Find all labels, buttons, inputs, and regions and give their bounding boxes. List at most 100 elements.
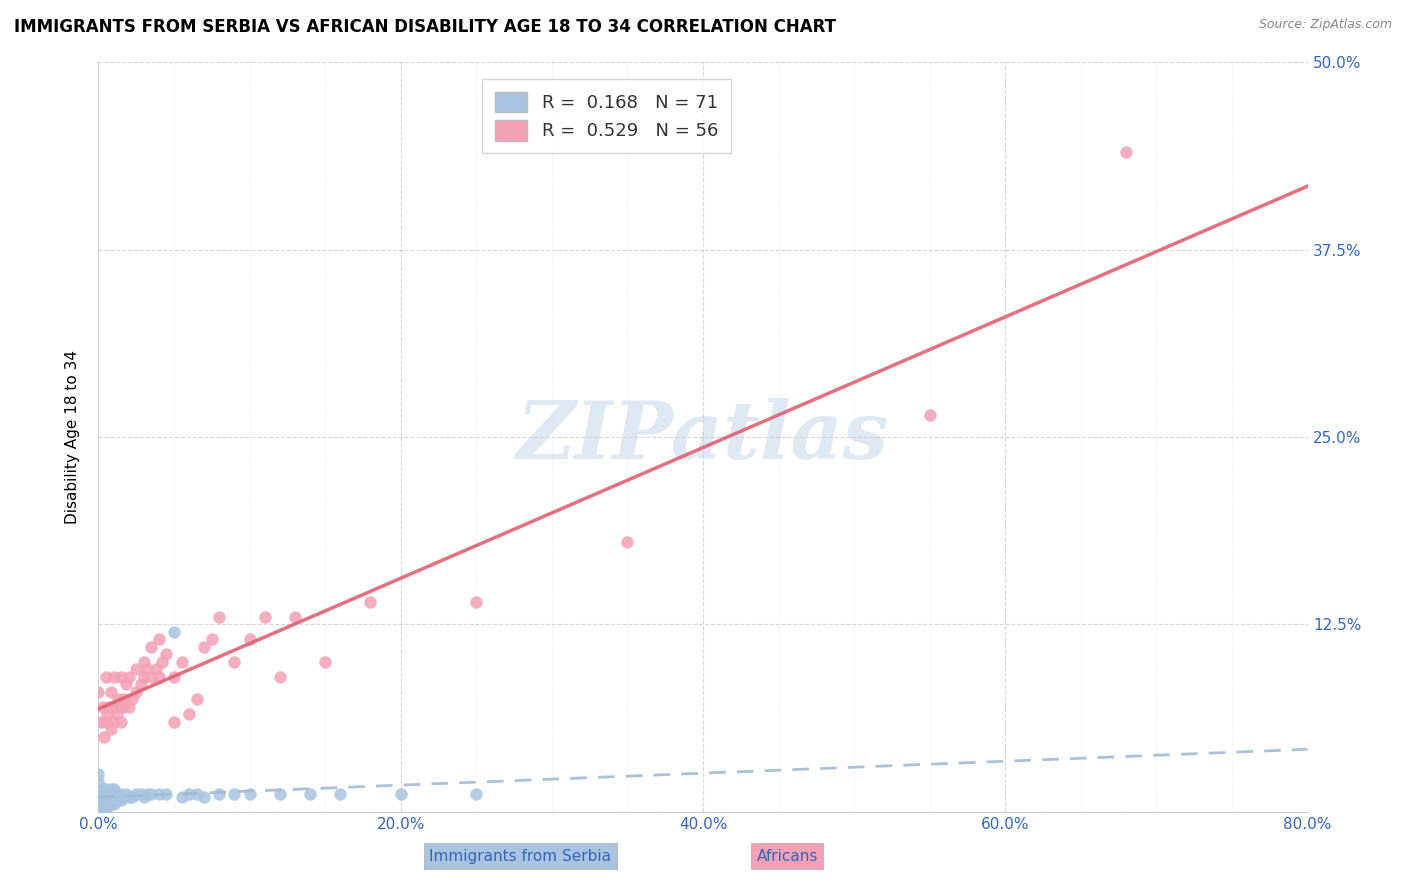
Point bbox=[103, 797, 125, 812]
Point bbox=[201, 632, 224, 647]
Point bbox=[110, 787, 132, 801]
Point bbox=[107, 692, 129, 706]
Point bbox=[103, 714, 125, 729]
Point bbox=[87, 805, 110, 819]
Point bbox=[107, 789, 129, 804]
Point bbox=[186, 692, 208, 706]
Point bbox=[155, 787, 177, 801]
Point bbox=[105, 707, 128, 722]
Text: ZIPatlas: ZIPatlas bbox=[517, 399, 889, 475]
Point bbox=[141, 670, 163, 684]
Point bbox=[101, 787, 124, 801]
Point bbox=[90, 789, 112, 804]
Point bbox=[145, 662, 167, 676]
Point bbox=[125, 662, 148, 676]
Point bbox=[314, 655, 336, 669]
Point bbox=[111, 789, 134, 804]
Point bbox=[100, 793, 122, 807]
Point bbox=[193, 640, 215, 654]
Point bbox=[118, 789, 141, 804]
Point bbox=[121, 692, 143, 706]
Point bbox=[329, 787, 352, 801]
Point bbox=[129, 677, 152, 691]
Point bbox=[148, 670, 170, 684]
Point bbox=[170, 655, 193, 669]
Point bbox=[465, 595, 488, 609]
Point bbox=[87, 774, 110, 789]
Point bbox=[148, 632, 170, 647]
Point bbox=[170, 789, 193, 804]
Point bbox=[918, 408, 941, 422]
Point bbox=[118, 699, 141, 714]
Point bbox=[1115, 145, 1137, 160]
Point bbox=[90, 797, 112, 812]
Point bbox=[132, 670, 155, 684]
Point bbox=[87, 685, 110, 699]
Point bbox=[148, 787, 170, 801]
Point bbox=[616, 535, 638, 549]
Point bbox=[118, 670, 141, 684]
Point bbox=[208, 610, 231, 624]
Point bbox=[179, 787, 201, 801]
Point bbox=[208, 787, 231, 801]
Point bbox=[163, 670, 186, 684]
Point bbox=[112, 789, 135, 804]
Point bbox=[94, 782, 117, 797]
Point bbox=[465, 787, 488, 801]
Point bbox=[100, 797, 122, 812]
Point bbox=[132, 655, 155, 669]
Point bbox=[269, 787, 291, 801]
Point bbox=[94, 714, 117, 729]
Point bbox=[98, 789, 121, 804]
Point bbox=[94, 793, 117, 807]
Point bbox=[224, 655, 246, 669]
Legend: R =  0.168   N = 71, R =  0.529   N = 56: R = 0.168 N = 71, R = 0.529 N = 56 bbox=[482, 79, 731, 153]
Point bbox=[103, 782, 125, 797]
Point bbox=[87, 797, 110, 812]
Point bbox=[141, 640, 163, 654]
Point bbox=[111, 699, 134, 714]
Point bbox=[94, 670, 117, 684]
Point bbox=[87, 805, 110, 819]
Point bbox=[112, 692, 135, 706]
Point bbox=[110, 793, 132, 807]
Point bbox=[135, 662, 157, 676]
Point bbox=[96, 707, 118, 722]
Point bbox=[239, 632, 262, 647]
Point bbox=[103, 670, 125, 684]
Point bbox=[108, 789, 131, 804]
Point bbox=[105, 793, 128, 807]
Point bbox=[103, 789, 125, 804]
Point bbox=[90, 805, 112, 819]
Y-axis label: Disability Age 18 to 34: Disability Age 18 to 34 bbox=[65, 350, 80, 524]
Point bbox=[193, 789, 215, 804]
Point bbox=[269, 670, 291, 684]
Point bbox=[389, 787, 412, 801]
Point bbox=[253, 610, 276, 624]
Point bbox=[141, 787, 163, 801]
Point bbox=[91, 793, 114, 807]
Point bbox=[155, 648, 177, 662]
Point bbox=[90, 793, 112, 807]
Point bbox=[91, 797, 114, 812]
Point bbox=[108, 699, 131, 714]
Point bbox=[135, 787, 157, 801]
Point bbox=[299, 787, 322, 801]
Text: Immigrants from Serbia: Immigrants from Serbia bbox=[429, 849, 612, 863]
Point bbox=[94, 789, 117, 804]
Point bbox=[110, 714, 132, 729]
Point bbox=[360, 595, 382, 609]
Point bbox=[114, 787, 136, 801]
Point bbox=[125, 685, 148, 699]
Point bbox=[129, 787, 152, 801]
Point bbox=[100, 685, 122, 699]
Point bbox=[94, 797, 117, 812]
Point bbox=[93, 730, 115, 744]
Point bbox=[110, 670, 132, 684]
Point bbox=[132, 789, 155, 804]
Point bbox=[284, 610, 307, 624]
Point bbox=[87, 805, 110, 819]
Point bbox=[105, 787, 128, 801]
Point bbox=[93, 787, 115, 801]
Point bbox=[87, 789, 110, 804]
